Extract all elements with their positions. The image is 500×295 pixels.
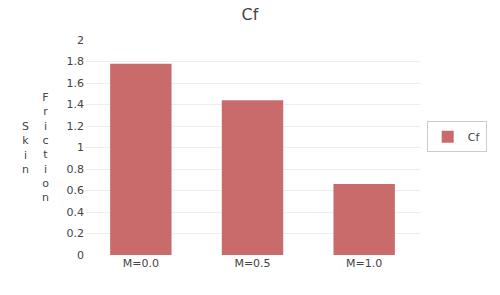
svg-text:Cf: Cf	[468, 131, 481, 144]
svg-text:2: 2	[77, 34, 84, 47]
svg-text:0.4: 0.4	[67, 206, 85, 219]
svg-text:1.2: 1.2	[67, 120, 85, 133]
svg-text:M=0.5: M=0.5	[234, 257, 270, 270]
svg-text:0.6: 0.6	[67, 184, 85, 197]
svg-text:Skin: Skin	[22, 120, 29, 176]
svg-text:Friction: Friction	[42, 91, 49, 204]
svg-text:0: 0	[77, 249, 84, 262]
svg-text:1.8: 1.8	[67, 55, 85, 68]
svg-text:M=1.0: M=1.0	[346, 257, 382, 270]
svg-text:Cf: Cf	[242, 5, 259, 24]
svg-text:1: 1	[77, 141, 84, 154]
svg-text:1.4: 1.4	[67, 98, 85, 111]
svg-text:0.2: 0.2	[67, 227, 85, 240]
svg-text:0.8: 0.8	[67, 163, 85, 176]
svg-text:M=0.0: M=0.0	[123, 257, 159, 270]
svg-text:1.6: 1.6	[67, 77, 85, 90]
